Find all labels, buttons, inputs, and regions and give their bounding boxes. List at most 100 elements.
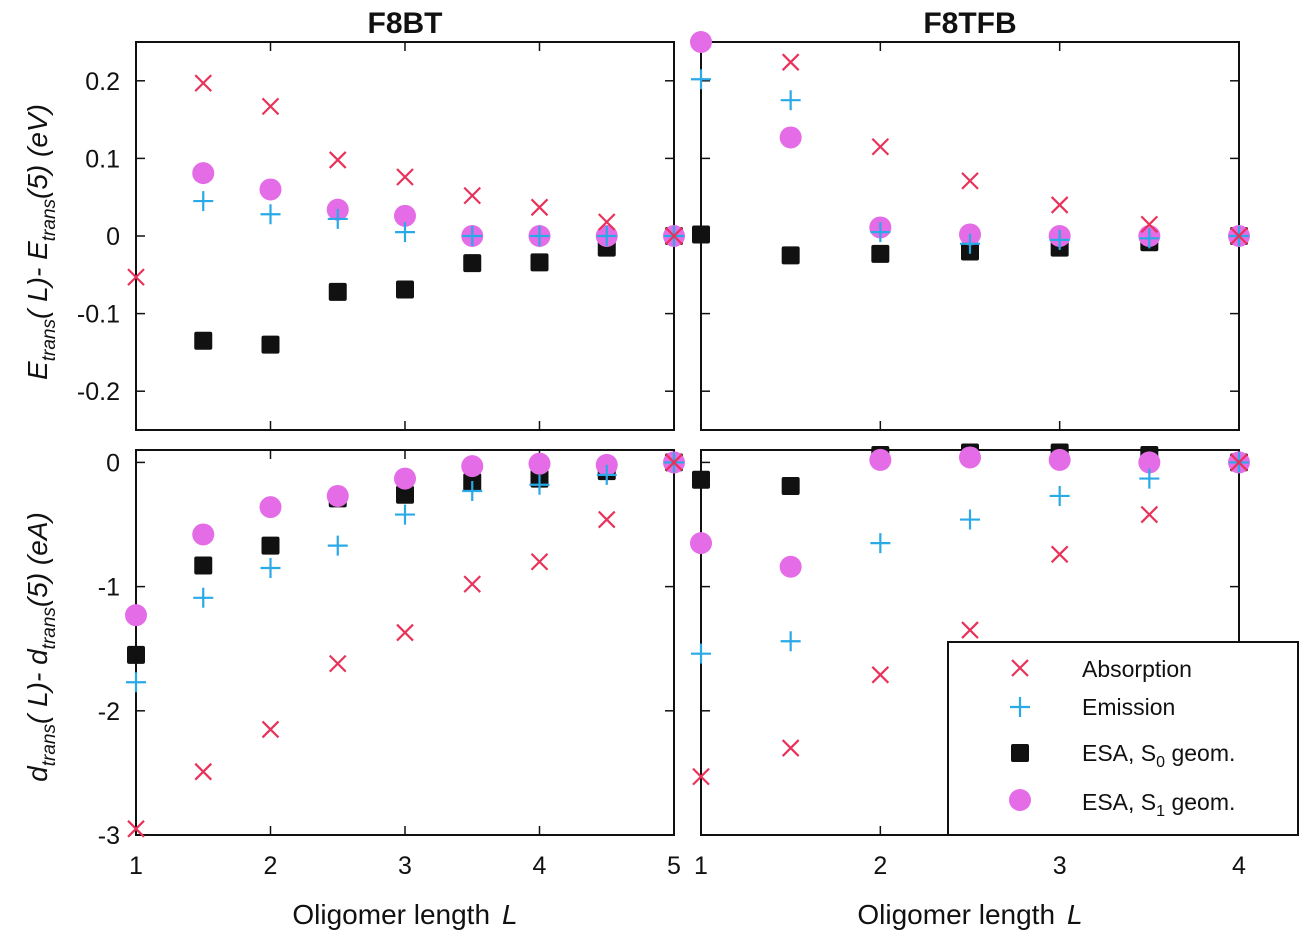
- point-esa-s1: [125, 604, 147, 627]
- point-emission: [870, 222, 891, 243]
- point-emission: [327, 208, 348, 229]
- point-emission: [596, 226, 617, 246]
- legend-label-esa-s0: ESA, S0 geom.: [1082, 740, 1235, 771]
- legend-item-absorption: Absorption: [1011, 656, 1192, 682]
- point-absorption: [463, 186, 482, 205]
- x-label-right-var: L: [1067, 899, 1083, 930]
- point-absorption: [194, 762, 213, 781]
- x-tick-label: 1: [129, 852, 143, 880]
- point-esa-s1: [394, 204, 416, 227]
- point-emission: [596, 464, 617, 485]
- point-esa-s1: [1048, 448, 1071, 471]
- point-emission: [1049, 485, 1070, 506]
- point-esa-s1: [959, 446, 981, 469]
- point-absorption: [127, 820, 145, 838]
- point-esa-s0: [194, 556, 213, 575]
- legend-esa-s0-sub: 0: [1156, 754, 1165, 771]
- point-absorption: [665, 453, 683, 472]
- point-esa-s1: [394, 467, 416, 490]
- y-tick-label: 0.1: [85, 145, 120, 173]
- point-absorption: [961, 172, 979, 190]
- point-absorption: [597, 510, 616, 529]
- y-label-energy-sub2: trans: [39, 198, 60, 241]
- point-absorption: [530, 198, 549, 217]
- point-emission: [529, 226, 550, 246]
- panel-title-f8tfb: F8TFB: [923, 7, 1016, 40]
- point-absorption: [127, 268, 145, 286]
- y-label-energy-sub1: trans: [39, 319, 60, 362]
- point-esa-s1: [690, 532, 712, 555]
- x-tick-label: 5: [667, 852, 681, 880]
- legend-label-absorption: Absorption: [1082, 656, 1192, 682]
- point-absorption: [1230, 453, 1248, 472]
- point-esa-s0: [328, 282, 347, 301]
- point-emission: [691, 643, 711, 664]
- point-esa-s0: [692, 225, 710, 244]
- point-esa-s1: [192, 162, 215, 185]
- point-absorption: [261, 720, 280, 739]
- point-absorption: [781, 739, 800, 757]
- y-tick-label: -1: [98, 574, 120, 602]
- y-label-energy-mid: ( L)- E: [22, 241, 53, 319]
- y-tick-label: -3: [98, 822, 120, 850]
- point-absorption: [328, 151, 347, 169]
- y-tick-label: 0.2: [85, 68, 120, 96]
- legend-item-emission: Emission: [1010, 694, 1175, 720]
- legend: Absorption Emission ESA, S0 geom. ESA, S…: [947, 641, 1299, 836]
- x-tick-label: 4: [1232, 852, 1246, 880]
- legend-box: [947, 641, 1299, 836]
- point-emission: [327, 535, 348, 556]
- point-absorption: [1050, 196, 1069, 214]
- y-label-energy-tail: (5) (eV): [22, 104, 53, 199]
- x-tick-label: 1: [694, 852, 708, 880]
- point-emission: [395, 504, 415, 525]
- point-esa-s0: [194, 331, 213, 350]
- series-absorption: [781, 53, 1248, 245]
- point-esa-s0: [463, 254, 482, 273]
- legend-esa-s0-tail: geom.: [1165, 740, 1235, 766]
- y-label-energy-main: E: [22, 361, 53, 380]
- panel-f8tfb-dipole: 1 2 3 4: [690, 443, 1250, 880]
- y-tick-label: -2: [98, 698, 120, 726]
- point-esa-s1: [326, 484, 349, 507]
- point-emission: [780, 631, 801, 652]
- y-tick-label: 0: [106, 449, 120, 477]
- point-esa-s0: [127, 645, 145, 664]
- x-label-right-text: Oligomer length: [857, 899, 1055, 930]
- point-esa-s0: [530, 253, 549, 272]
- point-emission: [462, 480, 483, 501]
- point-emission: [780, 90, 801, 111]
- point-esa-s0: [396, 485, 414, 504]
- y-label-dipole-sub1: trans: [39, 724, 60, 767]
- series-absorption: [127, 74, 683, 286]
- point-absorption: [396, 623, 414, 642]
- point-esa-s1: [779, 555, 802, 578]
- point-absorption: [1050, 545, 1069, 564]
- point-esa-s0: [781, 477, 800, 496]
- y-tick-label: -0.1: [77, 301, 120, 329]
- legend-esa-s0-text: ESA, S: [1082, 740, 1156, 766]
- y-tick-label: 0: [106, 223, 120, 251]
- panel-f8tfb-energy: [690, 31, 1250, 431]
- point-esa-s0: [261, 335, 280, 354]
- point-esa-s1: [259, 178, 282, 201]
- legend-esa-s1-sub: 1: [1156, 803, 1165, 820]
- point-absorption: [328, 654, 347, 673]
- legend-marker-esa-s0: [1011, 744, 1029, 762]
- point-emission: [1049, 229, 1070, 250]
- x-axis-label-right: Oligomer length L: [857, 899, 1082, 930]
- y-tick-label: -0.2: [77, 378, 120, 406]
- series-esa_s1: [690, 31, 1250, 247]
- point-esa-s0: [261, 536, 280, 555]
- point-absorption: [530, 552, 549, 571]
- x-tick-label: 3: [398, 852, 412, 880]
- x-label-left-text: Oligomer length: [292, 899, 490, 930]
- point-esa-s0: [692, 470, 710, 489]
- point-absorption: [597, 213, 616, 231]
- y-axis-label-dipole: dtrans( L)- dtrans(5) (eA): [22, 512, 60, 782]
- x-tick-label: 4: [533, 852, 547, 880]
- point-esa-s1: [528, 452, 551, 475]
- point-esa-s1: [192, 523, 215, 546]
- point-emission: [126, 672, 146, 693]
